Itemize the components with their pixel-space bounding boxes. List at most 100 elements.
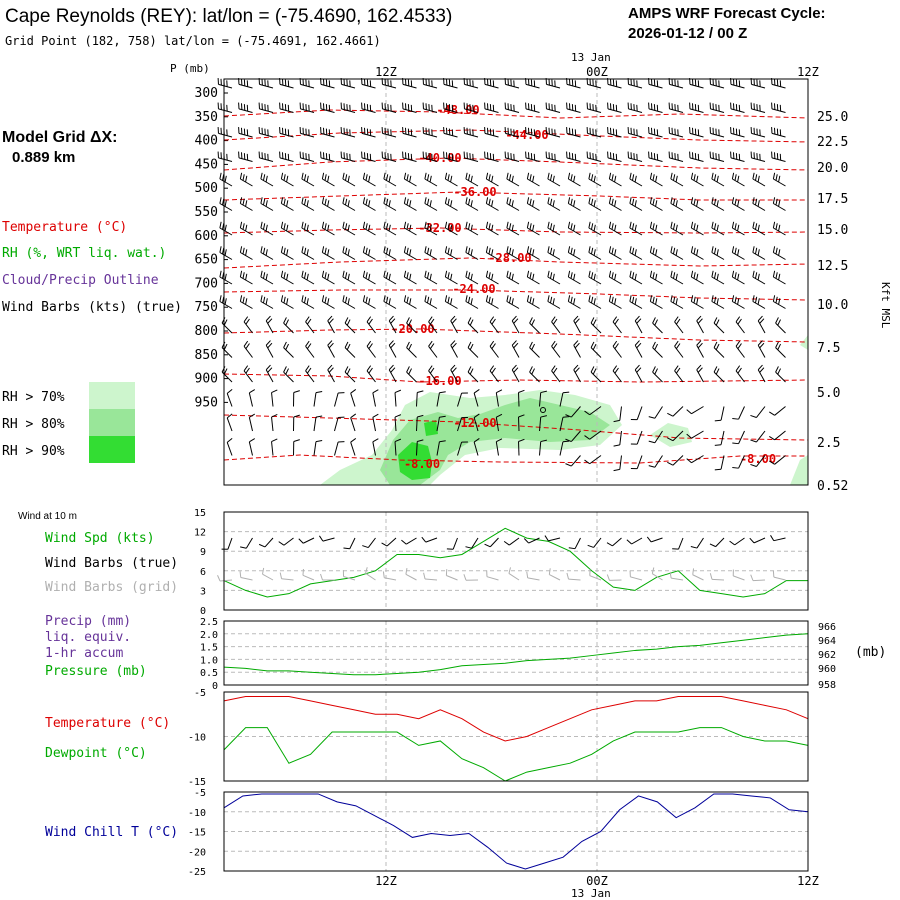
temperature-contour <box>223 129 809 143</box>
wind-barb-flag <box>283 296 286 304</box>
grid-wind-barb <box>262 573 274 581</box>
wind-barb-flag <box>592 368 597 375</box>
wind-barb-flag <box>429 273 432 281</box>
wind-barb <box>547 301 561 309</box>
wind-barb-flag <box>631 272 635 279</box>
wind-barb <box>648 157 663 162</box>
wind-barb-flag <box>529 317 533 324</box>
wind-barb <box>486 252 499 260</box>
wind-barb-flag <box>711 197 714 204</box>
wind-barb-flag <box>327 315 333 322</box>
wind-barb-flag <box>588 295 591 302</box>
wind-barb-flag <box>549 272 553 279</box>
wind-barb <box>539 441 542 456</box>
wind-barb-flag <box>403 270 407 278</box>
wind-barb-flag <box>388 315 394 322</box>
wind-barb-flag <box>593 224 596 232</box>
wind-barb-flag <box>508 198 512 206</box>
wind-barb <box>506 252 520 260</box>
surface-wind-barb <box>283 537 294 546</box>
wind-barb <box>281 276 294 285</box>
wind-barb-flag <box>777 343 781 350</box>
wind-barb <box>248 417 253 432</box>
wind-barb-flag <box>286 249 289 256</box>
grid-wind-barb-flag <box>508 567 512 574</box>
wind-barb <box>382 108 397 113</box>
surface-wind-barb <box>593 537 602 548</box>
wind-barb <box>696 345 704 358</box>
wind-barb-flag <box>293 439 300 442</box>
grid-wind-barb-flag <box>262 567 265 575</box>
wind-barb <box>320 157 335 162</box>
wind-barb <box>588 178 602 187</box>
wind-barb-flag <box>547 197 550 204</box>
wind-barb-flag <box>590 272 594 279</box>
wind-barb-flag <box>775 317 779 324</box>
wind-barb-flag <box>513 342 519 349</box>
wind-barb-flag <box>529 198 532 206</box>
wind-barb-flag <box>526 172 530 180</box>
wind-barb-flag <box>489 316 495 323</box>
temperature-legend: Temperature (°C) <box>2 220 127 235</box>
wind-barb-flag <box>388 200 391 207</box>
kft-msl-label: Kft MSL <box>879 282 892 329</box>
wind-barb-flag <box>243 340 249 347</box>
wind-barb <box>450 369 458 383</box>
wind-barb-flag <box>245 224 248 232</box>
wind-barb <box>473 392 479 407</box>
wind-barb-flag <box>775 341 779 348</box>
wind-barb-flag <box>224 200 227 207</box>
rh-shading <box>320 335 808 485</box>
wind-barb-flag <box>593 273 596 281</box>
wind-barb <box>629 178 643 187</box>
surface-wind-barb-flag <box>523 538 529 544</box>
wind-barb <box>342 203 356 211</box>
wind-barb-flag <box>590 341 595 348</box>
windchill-panel-frame <box>223 791 809 872</box>
wind-barb-flag <box>526 270 530 278</box>
wind-barb-flag <box>508 223 512 230</box>
wind-barb-flag <box>321 295 325 302</box>
height-tick-label: 17.5 <box>817 192 848 207</box>
grid-wind-barb-flag <box>548 568 551 575</box>
wind-barb <box>372 441 376 456</box>
wind-barb <box>670 178 684 187</box>
wind-barb <box>260 276 274 285</box>
wind-barb <box>732 276 745 285</box>
wind-barb-flag <box>426 223 430 230</box>
wind-barb-flag <box>547 221 550 229</box>
wind-barb-flag <box>409 273 412 281</box>
pressure-line <box>223 633 809 676</box>
pressure-tick-label-right: 964 <box>818 636 836 647</box>
pressure-tick-label: 600 <box>195 229 218 244</box>
wind-barb-flag <box>239 270 243 278</box>
wind-barb <box>757 369 766 383</box>
wind-barb-flag <box>552 224 555 232</box>
pressure-tick-label-right: 960 <box>818 664 836 675</box>
wind-barb <box>525 157 540 162</box>
wind-barb <box>445 276 458 285</box>
wind-barb-flag <box>629 172 632 180</box>
wind-barb <box>650 227 663 236</box>
wind-barb <box>511 345 520 358</box>
precip-tick-label: 1.5 <box>200 643 218 654</box>
wind-barb-flag <box>327 175 330 183</box>
surface-wind-barb-flag <box>606 542 613 547</box>
wind-barb-flag <box>327 364 333 371</box>
wind-barb-flag <box>714 444 722 446</box>
wind-barb <box>283 322 294 334</box>
wind-barb-flag <box>652 366 656 373</box>
wind-barb-flag <box>328 318 334 324</box>
wind-barb-flag <box>526 221 530 229</box>
wind-barb-flag <box>549 174 553 181</box>
wind-barb <box>634 369 643 383</box>
wind-barb <box>327 345 335 358</box>
grid-wind-barb-flag <box>302 568 304 576</box>
wind-barb <box>279 132 294 138</box>
rh-contour-fill <box>398 442 432 480</box>
wind-barb-flag <box>634 340 640 346</box>
wind-barb-flag <box>667 461 674 466</box>
wind-barb <box>423 132 438 138</box>
wind-barb-flag <box>491 200 494 207</box>
wind-barb-flag <box>506 197 509 204</box>
